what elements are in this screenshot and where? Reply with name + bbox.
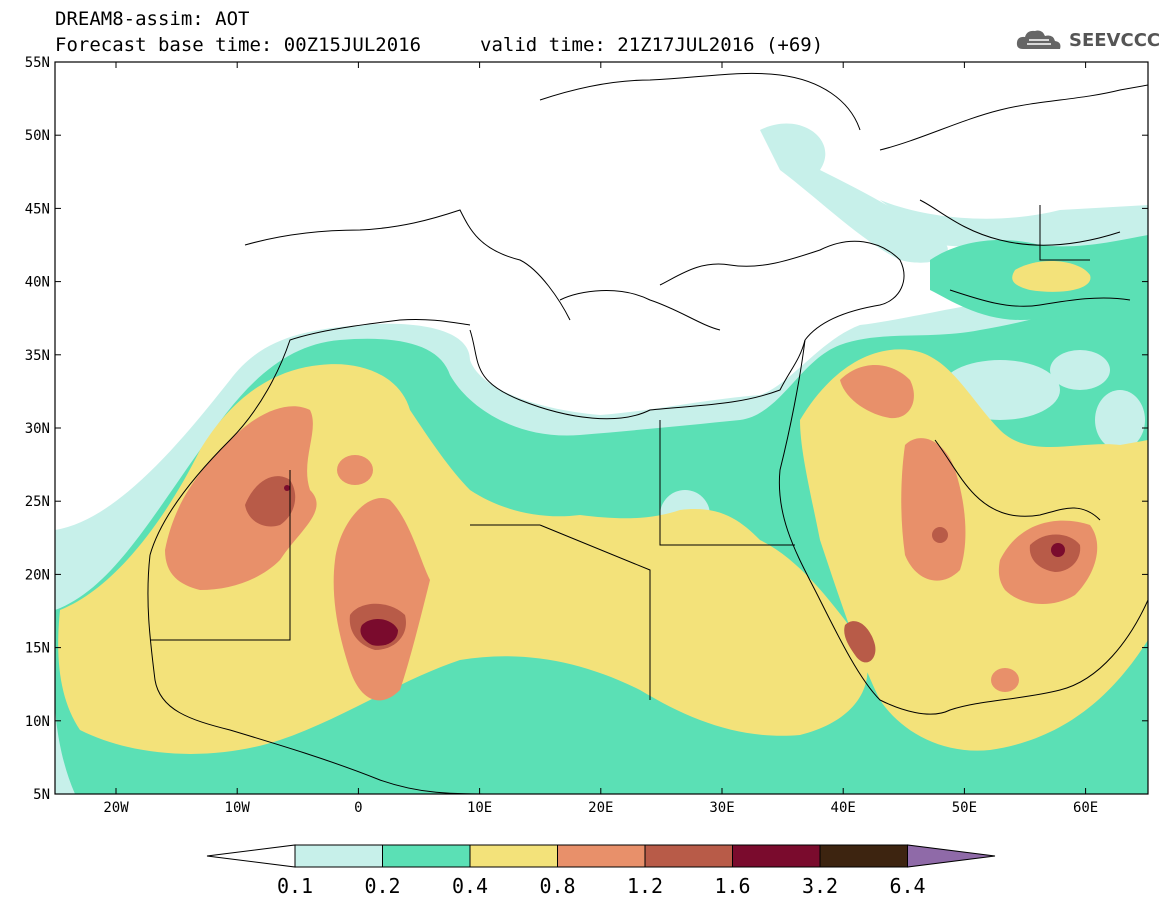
lat-label: 20N xyxy=(25,567,50,583)
lat-label: 25N xyxy=(25,494,50,510)
colorbar-swatch xyxy=(294,844,383,868)
lat-label: 40N xyxy=(25,275,50,291)
cloud-icon xyxy=(1016,30,1061,49)
colorbar-threshold-label: 0.4 xyxy=(452,874,488,898)
lon-label: 40E xyxy=(831,800,856,816)
lat-label: 35N xyxy=(25,348,50,364)
lat-label: 5N xyxy=(33,787,50,803)
lat-label: 30N xyxy=(25,421,50,437)
colorbar-swatch xyxy=(644,844,733,868)
colorbar-swatch xyxy=(557,844,646,868)
lon-label: 0 xyxy=(354,800,362,816)
lon-label: 30E xyxy=(709,800,734,816)
lon-label: 20E xyxy=(588,800,613,816)
colorbar-swatch xyxy=(382,844,471,868)
lat-label: 10N xyxy=(25,714,50,730)
valid-time: valid time: 21Z17JUL2016 (+69) xyxy=(480,34,824,56)
colorbar-threshold-label: 0.8 xyxy=(539,874,575,898)
colorbar-threshold-label: 1.2 xyxy=(627,874,663,898)
colorbar xyxy=(206,844,996,868)
lat-label: 50N xyxy=(25,128,50,144)
colorbar-threshold-label: 0.1 xyxy=(277,874,313,898)
aot-level-1.6 xyxy=(284,485,1065,646)
colorbar-labels: 0.1 0.2 0.4 0.8 1.2 1.6 3.2 6.4 xyxy=(277,874,926,898)
colorbar-threshold-label: 6.4 xyxy=(889,874,925,898)
map-title: DREAM8-assim: AOT xyxy=(55,8,250,30)
colorbar-upper-extension xyxy=(907,844,996,868)
coastlines xyxy=(147,72,1148,794)
colorbar-threshold-label: 3.2 xyxy=(802,874,838,898)
colorbar-swatch xyxy=(732,844,821,868)
aot-field xyxy=(55,62,1148,794)
colorbar-lower-extension xyxy=(206,844,296,868)
colorbar-swatch xyxy=(819,844,908,868)
lat-label: 15N xyxy=(25,641,50,657)
lat-label: 55N xyxy=(25,55,50,71)
colorbar-swatch xyxy=(469,844,558,868)
lon-label: 10W xyxy=(225,800,251,816)
lon-label: 60E xyxy=(1073,800,1098,816)
seevccc-logo: SEEVCCC xyxy=(1015,26,1160,54)
colorbar-threshold-label: 0.2 xyxy=(364,874,400,898)
lon-label: 50E xyxy=(952,800,977,816)
lat-label: 45N xyxy=(25,201,50,217)
forecast-base-time: Forecast base time: 00Z15JUL2016 xyxy=(55,34,422,56)
lon-label: 10E xyxy=(467,800,492,816)
logo-text: SEEVCCC xyxy=(1069,29,1161,51)
colorbar-threshold-label: 1.6 xyxy=(714,874,750,898)
lon-label: 20W xyxy=(103,800,129,816)
